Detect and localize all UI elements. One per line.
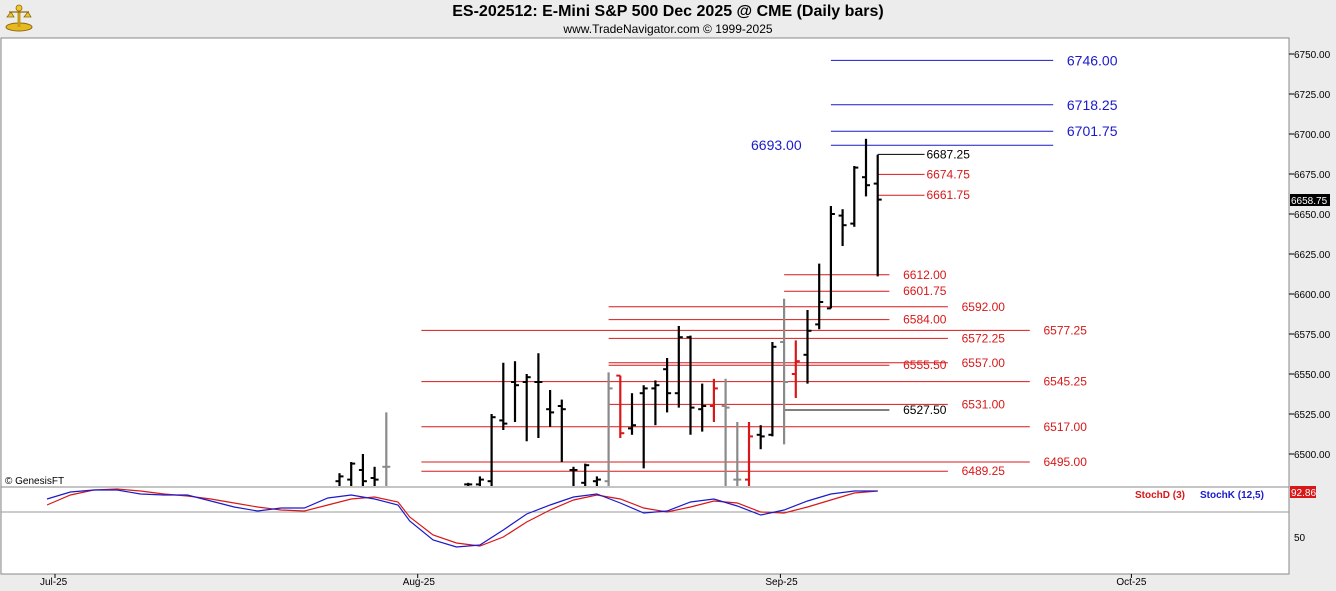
level-label-15: 6545.25	[1044, 375, 1088, 389]
ohlc-bar-0	[335, 473, 344, 486]
ohlc-bar-33	[791, 340, 800, 398]
price-tick-label-7: 6575.00	[1294, 330, 1331, 341]
ohlc-bar-16	[592, 476, 601, 486]
ohlc-bar-29	[745, 422, 753, 486]
ohlc-bar-40	[873, 154, 882, 277]
level-label-1: 6718.25	[1067, 97, 1118, 113]
ohlc-bar-32	[780, 298, 789, 445]
stoch-line-0	[46, 488, 878, 547]
price-panel	[0, 37, 1290, 488]
level-label-18: 6517.00	[1044, 420, 1088, 434]
level-label-5: 6674.75	[927, 167, 971, 181]
ohlc-bar-24	[686, 335, 695, 435]
level-label-6: 6661.75	[927, 188, 971, 202]
last-price: 6658.75	[1291, 196, 1328, 207]
ohlc-bar-2	[358, 454, 367, 486]
level-label-3: 6693.00	[751, 137, 802, 153]
last-price-badge	[1290, 194, 1330, 206]
ohlc-bar-15	[581, 463, 590, 486]
ohlc-bar-18	[616, 374, 625, 438]
ohlc-bar-27	[721, 378, 730, 486]
ohlc-bar-28	[733, 422, 742, 486]
ohlc-bar-12	[546, 390, 555, 427]
price-tick-label-3: 6675.00	[1294, 170, 1331, 181]
ohlc-bar-22	[663, 358, 672, 413]
level-label-8: 6601.75	[903, 284, 947, 298]
level-label-14: 6555.50	[903, 358, 947, 372]
ohlc-bar-35	[815, 263, 824, 330]
level-label-7: 6612.00	[903, 268, 947, 282]
price-tick-label-6: 6600.00	[1294, 290, 1331, 301]
ohlc-bar-19	[628, 393, 636, 435]
genesis-watermark: © GenesisFT	[5, 476, 64, 487]
price-tick-label-10: 6500.00	[1294, 450, 1331, 461]
level-label-10: 6584.00	[903, 313, 947, 327]
ohlc-bar-30	[756, 425, 765, 450]
level-label-9: 6592.00	[962, 300, 1006, 314]
stoch-value: 92.86	[1291, 488, 1316, 499]
price-tick-label-1: 6725.00	[1294, 90, 1331, 101]
price-tick-label-8: 6550.00	[1294, 370, 1331, 381]
ohlc-bar-14	[569, 466, 578, 486]
ohlc-bar-37	[838, 209, 847, 246]
ohlc-bar-9	[511, 361, 519, 422]
date-tick-label-0: Jul-25	[40, 577, 68, 588]
ohlc-bar-4	[382, 412, 391, 486]
indicator-panel	[0, 486, 1290, 575]
ohlc-bar-36	[826, 206, 835, 310]
ohlc-bar-5	[464, 482, 473, 486]
ohlc-bar-31	[768, 342, 777, 437]
chart-header: ES-202512: E-Mini S&P 500 Dec 2025 @ CME…	[0, 0, 1336, 38]
ohlc-bar-17	[604, 372, 613, 486]
level-label-17: 6527.50	[903, 403, 947, 417]
date-tick-label-2: Sep-25	[765, 577, 798, 588]
ohlc-bar-39	[862, 138, 870, 197]
level-label-16: 6531.00	[962, 397, 1006, 411]
level-label-11: 6577.25	[1044, 323, 1088, 337]
ohlc-bar-8	[499, 362, 508, 430]
level-label-4: 6687.25	[927, 147, 971, 161]
chart-title: ES-202512: E-Mini S&P 500 Dec 2025 @ CME…	[452, 3, 884, 20]
trade-navigator-logo-icon	[5, 4, 33, 32]
level-label-19: 6495.00	[1044, 455, 1088, 469]
price-tick-label-2: 6700.00	[1294, 130, 1331, 141]
level-label-2: 6701.75	[1067, 123, 1118, 139]
ohlc-bar-23	[674, 326, 683, 408]
stoch-value-badge	[1290, 486, 1316, 498]
price-tick-label-4: 6650.00	[1294, 210, 1331, 221]
level-label-12: 6572.25	[962, 331, 1006, 345]
ohlc-bar-6	[475, 476, 484, 486]
ohlc-bar-21	[651, 380, 660, 426]
ohlc-bar-34	[803, 310, 812, 384]
ohlc-bar-3	[370, 466, 379, 486]
stochd-legend: StochD (3)	[1135, 490, 1185, 501]
price-tick-label-0: 6750.00	[1294, 50, 1331, 61]
ohlc-bar-7	[487, 414, 496, 486]
price-tick-label-9: 6525.00	[1294, 410, 1331, 421]
ohlc-bar-26	[709, 378, 718, 422]
ohlc-bar-38	[850, 166, 859, 227]
ohlc-bar-20	[639, 385, 648, 469]
date-tick-label-3: Oct-25	[1116, 577, 1146, 588]
chart-subtitle: www.TradeNavigator.com © 1999-2025	[563, 22, 773, 36]
level-label-20: 6489.25	[962, 464, 1006, 478]
ohlc-bar-10	[522, 374, 531, 442]
stoch-line-1	[46, 489, 878, 548]
ohlc-bar-25	[698, 383, 707, 432]
date-tick-label-1: Aug-25	[403, 577, 436, 588]
level-label-0: 6746.00	[1067, 52, 1118, 68]
ohlc-bar-13	[557, 399, 566, 462]
ohlc-bar-11	[534, 353, 543, 438]
ohlc-bar-1	[347, 462, 356, 486]
stochk-legend: StochK (12,5)	[1200, 490, 1264, 501]
price-tick-label-5: 6625.00	[1294, 250, 1331, 261]
level-label-13: 6557.00	[962, 356, 1006, 370]
stoch-tick-label-0: 50	[1294, 533, 1306, 544]
